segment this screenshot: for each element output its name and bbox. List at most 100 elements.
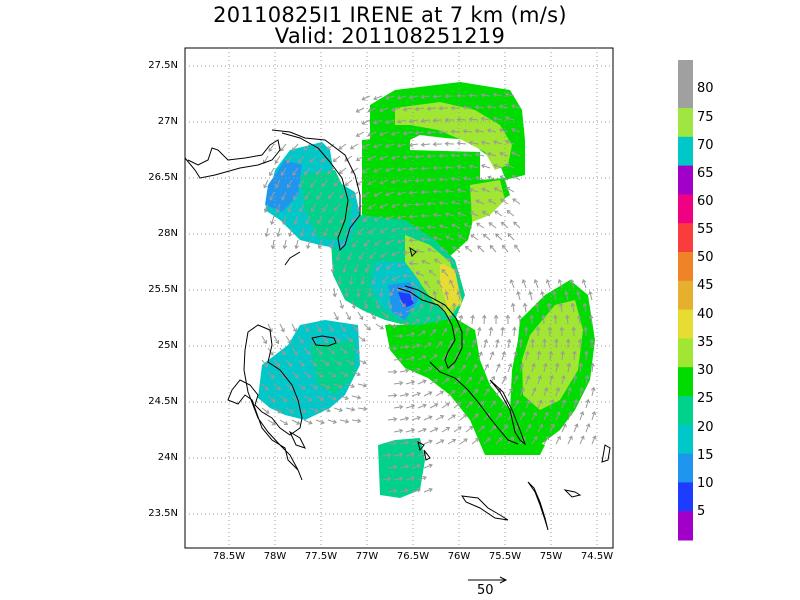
wind-vector (332, 155, 341, 163)
wind-vector (447, 365, 455, 373)
wind-vector (379, 155, 389, 161)
wind-vector (323, 227, 329, 237)
wind-vector (444, 212, 455, 217)
wind-vector (321, 359, 330, 366)
wind-vector (356, 179, 365, 186)
wind-vector (362, 191, 371, 198)
wind-vector (547, 326, 553, 337)
wind-vector (477, 245, 485, 253)
wind-vector (453, 426, 462, 433)
wind-vector (380, 251, 389, 258)
wind-vector (339, 347, 348, 354)
wind-vector (294, 239, 299, 250)
wind-vector (543, 411, 549, 421)
wind-vector (506, 210, 515, 217)
colorbar-label: 80 (697, 81, 714, 96)
wind-vector (411, 488, 422, 493)
wind-vector (498, 104, 509, 109)
wind-vector (522, 302, 528, 313)
wind-vector (351, 215, 359, 223)
wind-vector (298, 179, 305, 188)
coast-cat-island (489, 379, 527, 446)
wind-vector (361, 119, 371, 125)
wind-vector (420, 236, 431, 242)
colorbar-label: 50 (697, 250, 714, 265)
wind-vector (505, 186, 515, 193)
wind-vector (405, 452, 416, 457)
wind-vector (386, 263, 395, 270)
wind-vector (554, 338, 559, 349)
wind-vector (285, 383, 294, 390)
wind-vector (462, 128, 473, 134)
wind-vector (396, 143, 407, 148)
coast-islet-6 (409, 246, 417, 257)
wind-vector (355, 107, 365, 113)
wind-vector (414, 178, 425, 183)
wind-vector (385, 119, 395, 125)
wind-vector (525, 424, 532, 433)
lon-label: 74.5W (580, 551, 614, 562)
lon-label: 76.5W (396, 551, 430, 562)
wind-vector (471, 437, 480, 445)
wind-vector (279, 323, 285, 333)
wind-vector (459, 389, 467, 397)
wind-vector (327, 371, 337, 378)
wind-vector (322, 203, 329, 212)
wind-vector (579, 435, 585, 445)
wind-vector (280, 143, 287, 152)
lat-label: 23.5N (148, 508, 178, 519)
wind-vector (459, 413, 468, 421)
wind-vector (543, 362, 548, 373)
wind-vector (329, 239, 335, 249)
wind-vector (373, 215, 383, 222)
wind-vector (333, 335, 341, 343)
wind-vector (441, 402, 450, 409)
wind-vector (456, 290, 461, 301)
wind-vector (393, 333, 404, 339)
wind-vector (373, 95, 383, 101)
wind-vector (393, 428, 404, 434)
wind-vector (507, 233, 515, 241)
wind-vector (297, 383, 306, 390)
wind-vector (345, 407, 356, 412)
wind-vector (417, 427, 427, 433)
wind-vector (291, 143, 299, 152)
reference-vector-label: 50 (477, 583, 494, 598)
wind-vector (393, 380, 404, 386)
wind-vector (344, 287, 349, 298)
wind-vector (558, 302, 564, 313)
wind-vector (399, 440, 410, 445)
wind-vector (447, 390, 456, 397)
wind-vector (411, 343, 421, 349)
shading-core-darkblue (398, 292, 414, 308)
wind-vector (414, 248, 425, 254)
wind-vector (374, 239, 383, 246)
wind-vector (333, 359, 342, 366)
wind-vector (444, 117, 454, 123)
wind-vector (405, 428, 416, 433)
wind-vector (581, 279, 587, 289)
coast-islet-2 (423, 449, 431, 461)
wind-vector (546, 302, 552, 313)
grid-lines (185, 48, 613, 548)
coast-islet-4 (563, 489, 582, 498)
wind-vector (297, 335, 304, 344)
wind-vector (393, 476, 404, 482)
wind-vector (462, 105, 473, 110)
wind-vector (387, 488, 398, 494)
colorbar-swatch (678, 453, 693, 483)
wind-vector (385, 191, 395, 197)
wind-vector (513, 350, 518, 361)
wind-vector (517, 314, 523, 325)
wind-vector (423, 487, 433, 493)
wind-vector (471, 388, 479, 397)
wind-vector (339, 191, 347, 199)
colorbar-label: 5 (697, 504, 706, 519)
wind-vector (399, 344, 410, 350)
wind-vector (387, 299, 393, 309)
lon-label: 77W (355, 551, 379, 562)
wind-vector (577, 338, 583, 349)
wind-vector (391, 275, 401, 281)
wind-vector (553, 314, 558, 325)
wind-vector (429, 403, 439, 409)
